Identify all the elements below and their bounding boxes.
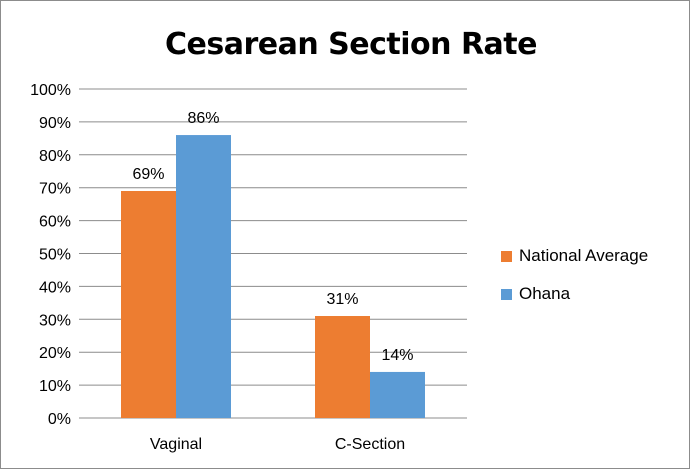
legend-label-national-average: National Average (519, 246, 649, 265)
legend: National Average Ohana (501, 237, 648, 313)
y-tick-label: 30% (39, 312, 71, 329)
data-label: 14% (381, 347, 413, 364)
y-tick-label: 50% (39, 247, 71, 264)
chart-title: Cesarean Section Rate (165, 27, 537, 62)
y-tick-label: 0% (48, 411, 71, 428)
y-tick-label: 60% (39, 214, 71, 231)
legend-label-ohana: Ohana (519, 284, 571, 303)
legend-swatch-ohana (501, 288, 512, 300)
y-tick-label: 100% (30, 82, 71, 99)
y-tick-label: 80% (39, 148, 71, 165)
legend-item-national-average: National Average (501, 237, 648, 275)
y-tick-label: 10% (39, 378, 71, 395)
data-label: 86% (187, 110, 219, 127)
data-label: 69% (132, 166, 164, 183)
bar-ohana-c-section (370, 371, 425, 418)
y-tick-label: 70% (39, 181, 71, 198)
legend-swatch-national-average (501, 250, 512, 262)
x-category-label: Vaginal (150, 436, 202, 453)
data-labels: 69% 86% 31% 14% (132, 110, 413, 364)
legend-item-ohana: Ohana (501, 275, 648, 313)
y-tick-label: 20% (39, 345, 71, 362)
bar-ohana-vaginal (176, 135, 231, 418)
bars (121, 135, 425, 418)
data-label: 31% (326, 291, 358, 308)
bar-national-average-vaginal (121, 190, 176, 418)
x-axis-categories: Vaginal C-Section (150, 436, 405, 453)
y-axis-ticks: 0% 10% 20% 30% 40% 50% 60% 70% 80% 90% 100% (30, 82, 71, 428)
bar-national-average-c-section (315, 316, 370, 418)
x-category-label: C-Section (335, 436, 405, 453)
y-tick-label: 40% (39, 279, 71, 296)
y-tick-label: 90% (39, 115, 71, 132)
